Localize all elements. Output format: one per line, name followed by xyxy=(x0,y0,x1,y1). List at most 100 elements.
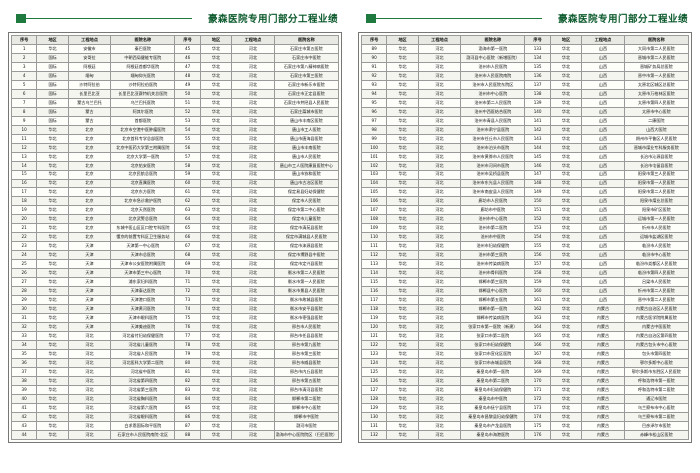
cell-hospital-b: 唐山市丰南医院 xyxy=(273,142,340,153)
cell-hospital-b: 石家庄市中医院 xyxy=(273,52,340,63)
cell-no-a: 117 xyxy=(360,295,388,306)
cell-location-a: 北京 xyxy=(67,196,112,207)
cell-no-b: 136 xyxy=(524,70,551,81)
cell-region-a: 华北 xyxy=(36,178,69,189)
cell-hospital-b: 衡水市景县人民医院 xyxy=(273,286,340,297)
cell-no-a: 132 xyxy=(360,429,388,440)
table-row: 101 华北 河北 沧州市黄骅市人民医院 145 华北 山西 长治市沁源县医院 xyxy=(360,151,690,162)
cell-region-a: 华北 xyxy=(36,196,69,207)
cell-location-b: 山西 xyxy=(581,61,625,72)
cell-region-b: 华北 xyxy=(549,357,583,368)
cell-location-b: 内蒙古 xyxy=(581,348,625,359)
cell-region-b: 华北 xyxy=(199,313,233,323)
cell-no-a: 121 xyxy=(360,330,388,341)
right-performance-table: 序号 地区 工程地点 医院名称 序号 地区 工程地点 医院名称 89 华北 河北 渤海… xyxy=(360,35,690,440)
cell-hospital-a: 白求恩国际和平医院 xyxy=(110,420,176,431)
table-row: 7 国际 蒙古乌兰巴托 乌兰巴托医院 51 华北 河北 石家庄市井陉县人民医院 xyxy=(10,97,340,108)
col-no-a: 序号 xyxy=(10,35,38,45)
cell-region-b: 华北 xyxy=(549,61,583,72)
cell-location-b: 河北 xyxy=(231,97,275,108)
cell-location-a: 北京 xyxy=(67,160,112,171)
cell-location-b: 山西 xyxy=(581,124,625,135)
table-row: 120 华北 河北 张家口市第一医院（新建） 164 华北 内蒙古 内蒙古中医医院 xyxy=(360,322,690,332)
cell-no-a: 118 xyxy=(360,304,388,315)
table-row: 114 华北 河北 沧州市骨科医院 158 华北 山西 临汾市第四人民医院 xyxy=(360,268,690,279)
cell-region-a: 华北 xyxy=(386,106,419,117)
cell-no-a: 37 xyxy=(10,366,38,377)
cell-location-a: 河北 xyxy=(417,115,462,126)
cell-region-b: 华北 xyxy=(549,88,583,99)
cell-region-a: 华北 xyxy=(386,133,419,144)
cell-region-a: 华北 xyxy=(36,339,69,350)
cell-hospital-b: 鄂尔多斯市东胜区人民医院 xyxy=(623,366,690,377)
cell-no-b: 83 xyxy=(174,384,201,395)
cell-hospital-a: 沧州市东光县人民医院 xyxy=(460,178,526,189)
cell-no-a: 129 xyxy=(360,402,388,413)
cell-location-b: 山西 xyxy=(581,286,625,297)
cell-no-a: 23 xyxy=(10,241,38,252)
cell-hospital-a: 北京佑安医院 xyxy=(110,160,176,171)
cell-no-b: 48 xyxy=(174,70,201,81)
cell-no-b: 171 xyxy=(524,384,551,395)
table-row: 111 华北 河北 沧州市妇幼保健院 155 华北 山西 临汾市人民医院 xyxy=(360,241,690,252)
cell-no-b: 65 xyxy=(174,223,201,234)
cell-region-a: 华北 xyxy=(386,178,419,189)
cell-hospital-a: 懂京的前置专科区卫生服务站 xyxy=(110,232,176,243)
cell-location-a: 蒙古乌兰巴托 xyxy=(67,97,112,108)
cell-location-a: 北京 xyxy=(67,124,112,135)
cell-location-b: 河北 xyxy=(231,214,275,225)
cell-location-a: 河北 xyxy=(417,322,462,332)
cell-region-a: 华北 xyxy=(36,43,69,54)
cell-no-a: 24 xyxy=(10,250,38,261)
cell-hospital-b: 长治市沁源县医院 xyxy=(623,151,690,162)
cell-no-a: 127 xyxy=(360,384,388,395)
table-row: 99 华北 河北 沧州市任丘市人民医院 143 华北 山西 朔州市平鲁区人民医院 xyxy=(360,133,690,144)
cell-region-a: 华北 xyxy=(386,187,419,198)
cell-no-b: 72 xyxy=(174,286,201,297)
cell-location-a: 河北 xyxy=(417,429,462,440)
cell-location-b: 河北 xyxy=(231,268,275,279)
cell-location-a: 河北 xyxy=(67,393,112,404)
cell-region-b: 华北 xyxy=(199,232,233,243)
cell-no-b: 84 xyxy=(174,393,201,404)
cell-no-a: 122 xyxy=(360,339,388,350)
cell-no-a: 109 xyxy=(360,223,388,234)
cell-no-b: 154 xyxy=(524,232,551,243)
cell-no-a: 34 xyxy=(10,339,38,350)
table-row: 14 华北 北京 北京佑安医院 58 华北 河北 唐山市工人医院康复医院中心 xyxy=(10,160,340,171)
cell-location-b: 山西 xyxy=(581,214,625,225)
cell-region-a: 国际 xyxy=(36,115,69,126)
cell-no-a: 10 xyxy=(10,124,38,135)
cell-location-a: 安徽市 xyxy=(67,43,112,54)
cell-region-a: 华北 xyxy=(386,241,419,252)
cell-hospital-b: 晋中市第一人民医院 xyxy=(623,70,690,81)
cell-region-b: 华北 xyxy=(199,97,233,108)
table-row: 123 华北 河北 张家口市宣化区医院 167 华北 内蒙古 包头市第四医院 xyxy=(360,348,690,359)
cell-region-b: 华北 xyxy=(549,151,583,162)
cell-location-b: 山西 xyxy=(581,187,625,198)
cell-hospital-b: 衡水市枣强县医院 xyxy=(273,313,340,323)
cell-no-a: 95 xyxy=(360,97,388,108)
col-hospital-b: 医院名称 xyxy=(273,35,340,45)
cell-location-a: 河北 xyxy=(417,286,462,297)
cell-hospital-a: 沙特阿拉伯医院 xyxy=(110,79,176,90)
cell-location-b: 山西 xyxy=(581,295,625,306)
cell-region-a: 华北 xyxy=(36,223,69,234)
cell-region-b: 华北 xyxy=(199,348,233,359)
cell-no-b: 67 xyxy=(174,241,201,252)
cell-location-b: 河北 xyxy=(231,43,275,54)
cell-hospital-b: 二康医院 xyxy=(623,115,690,126)
cell-location-b: 河北 xyxy=(231,178,275,189)
cell-no-a: 101 xyxy=(360,151,388,162)
cell-location-b: 河北 xyxy=(231,160,275,171)
cell-location-a: 天津 xyxy=(67,322,112,332)
cell-hospital-b: 巴彦淖尔市医院 xyxy=(623,420,690,431)
cell-hospital-a: 沧州市中心医院 xyxy=(460,88,526,99)
cell-hospital-b: 内蒙古医学院附属医院 xyxy=(623,313,690,323)
cell-region-b: 华北 xyxy=(199,88,233,99)
cell-region-b: 华北 xyxy=(199,322,233,332)
cell-region-a: 华北 xyxy=(386,313,419,323)
cell-no-a: 4 xyxy=(10,70,38,81)
cell-region-a: 国际 xyxy=(36,61,69,72)
cell-location-a: 阿根廷 xyxy=(67,61,112,72)
